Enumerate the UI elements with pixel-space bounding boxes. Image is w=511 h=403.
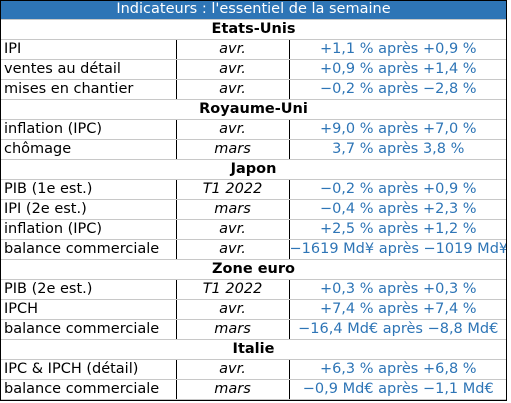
indicator-cell: IPC & IPCH (détail) <box>0 359 177 380</box>
section-header-row: Japon <box>0 159 507 180</box>
indicator-cell: balance commerciale <box>0 319 177 340</box>
table-row: inflation (IPC) avr. +2,5 % après +1,2 % <box>0 219 507 240</box>
table-row: PIB (2e est.) T1 2022 +0,3 % après +0,3 % <box>0 279 507 300</box>
table-row: IPI (2e est.) mars −0,4 % après +2,3 % <box>0 199 507 220</box>
period-cell: mars <box>176 319 290 340</box>
indicator-cell: balance commerciale <box>0 239 177 260</box>
value-cell: −0,2 % après −2,8 % <box>289 79 507 100</box>
value-cell: 3,7 % après 3,8 % <box>289 139 507 160</box>
value-cell: −0,2 % après +0,9 % <box>289 179 507 200</box>
period-cell: T1 2022 <box>176 179 290 200</box>
period-cell: mars <box>176 379 290 400</box>
period-cell: avr. <box>176 239 290 260</box>
value-cell: +2,5 % après +1,2 % <box>289 219 507 240</box>
value-cell: +7,4 % après +7,4 % <box>289 299 507 320</box>
value-cell: −0,9 Md€ après −1,1 Md€ <box>289 379 507 400</box>
indicator-cell: PIB (1e est.) <box>0 179 177 200</box>
section-header-row: Royaume-Uni <box>0 99 507 120</box>
value-cell: +0,9 % après +1,4 % <box>289 59 507 80</box>
table-row: inflation (IPC) avr. +9,0 % après +7,0 % <box>0 119 507 140</box>
table-row: IPC & IPCH (détail) avr. +6,3 % après +6,8… <box>0 359 507 380</box>
section-header-row: Italie <box>0 339 507 360</box>
indicator-cell: mises en chantier <box>0 79 177 100</box>
section-name: Etats-Unis <box>0 19 507 40</box>
title-row: Indicateurs : l'essentiel de la semaine <box>0 0 507 20</box>
indicator-cell: PIB (2e est.) <box>0 279 177 300</box>
section-name: Italie <box>0 339 507 360</box>
indicator-cell: chômage <box>0 139 177 160</box>
indicator-cell: IPCH <box>0 299 177 320</box>
value-cell: +1,1 % après +0,9 % <box>289 39 507 60</box>
indicator-cell: balance commerciale <box>0 379 177 400</box>
value-cell: +6,3 % après +6,8 % <box>289 359 507 380</box>
period-cell: mars <box>176 199 290 220</box>
period-cell: avr. <box>176 359 290 380</box>
period-cell: avr. <box>176 119 290 140</box>
period-cell: avr. <box>176 39 290 60</box>
table-row: IPCH avr. +7,4 % après +7,4 % <box>0 299 507 320</box>
indicator-cell: inflation (IPC) <box>0 219 177 240</box>
table-row: chômage mars 3,7 % après 3,8 % <box>0 139 507 160</box>
table-row: balance commerciale mars −0,9 Md€ après −1… <box>0 379 507 400</box>
table-row: PIB (1e est.) T1 2022 −0,2 % après +0,9 % <box>0 179 507 200</box>
table-title: Indicateurs : l'essentiel de la semaine <box>0 0 507 20</box>
period-cell: avr. <box>176 79 290 100</box>
period-cell: avr. <box>176 219 290 240</box>
value-cell: −16,4 Md€ après −8,8 Md€ <box>289 319 507 340</box>
value-cell: −1619 Md¥ après −1019 Md¥ <box>289 239 507 260</box>
indicator-cell: IPI (2e est.) <box>0 199 177 220</box>
table-row: IPI avr. +1,1 % après +0,9 % <box>0 39 507 60</box>
indicator-cell: ventes au détail <box>0 59 177 80</box>
section-name: Japon <box>0 159 507 180</box>
period-cell: avr. <box>176 59 290 80</box>
table-row: ventes au détail avr. +0,9 % après +1,4 % <box>0 59 507 80</box>
section-header-row: Etats-Unis <box>0 19 507 40</box>
value-cell: +9,0 % après +7,0 % <box>289 119 507 140</box>
section-header-row: Zone euro <box>0 259 507 280</box>
indicator-cell: IPI <box>0 39 177 60</box>
value-cell: +0,3 % après +0,3 % <box>289 279 507 300</box>
period-cell: mars <box>176 139 290 160</box>
table-row: mises en chantier avr. −0,2 % après −2,8 % <box>0 79 507 100</box>
section-name: Royaume-Uni <box>0 99 507 120</box>
value-cell: −0,4 % après +2,3 % <box>289 199 507 220</box>
section-name: Zone euro <box>0 259 507 280</box>
table-row: balance commerciale avr. −1619 Md¥ après −… <box>0 239 507 260</box>
indicator-cell: inflation (IPC) <box>0 119 177 140</box>
table-row: balance commerciale mars −16,4 Md€ après −… <box>0 319 507 340</box>
period-cell: T1 2022 <box>176 279 290 300</box>
period-cell: avr. <box>176 299 290 320</box>
